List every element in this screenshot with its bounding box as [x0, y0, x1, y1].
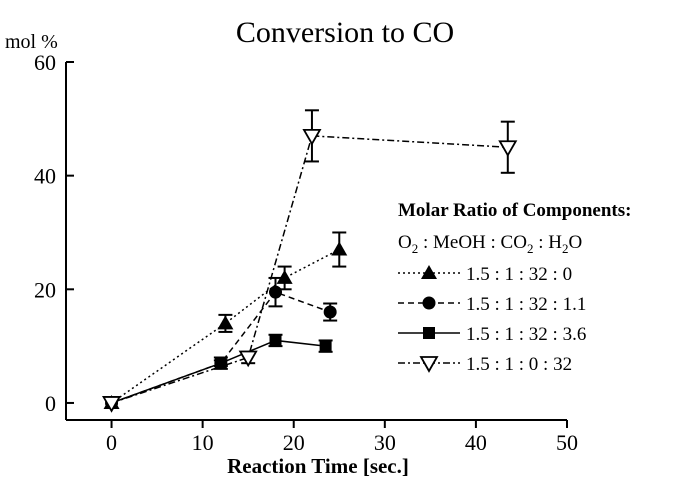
data-point [217, 315, 234, 330]
y-tick-label: 40 [34, 164, 56, 189]
series-line [111, 291, 331, 404]
x-tick-label: 50 [556, 430, 578, 455]
series-3 [105, 333, 333, 409]
legend-header-sub3: 2 [562, 241, 569, 256]
x-axis-label: Reaction Time [sec.] [227, 454, 409, 478]
legend-entry-3: 1.5 : 1 : 32 : 3.6 [398, 324, 586, 345]
x-tick-label: 30 [374, 430, 396, 455]
legend-header: O2 : MeOH : CO2 : H2O [398, 232, 582, 256]
x-tick-label: 40 [465, 430, 487, 455]
series [101, 109, 518, 413]
y-tick-label: 60 [34, 50, 56, 75]
y-tick-label: 0 [45, 391, 56, 416]
legend: Molar Ratio of Components: O2 : MeOH : C… [398, 200, 631, 375]
ticks: 0 10 20 30 40 50 0 20 40 60 [34, 50, 578, 455]
data-point [238, 350, 258, 368]
legend-marker [423, 327, 435, 339]
x-tick-label: 20 [283, 430, 305, 455]
y-tick-label: 20 [34, 277, 56, 302]
legend-label: 1.5 : 1 : 32 : 3.6 [466, 324, 586, 345]
data-point [276, 269, 293, 284]
legend-entry-2: 1.5 : 1 : 32 : 1.1 [398, 294, 586, 315]
x-tick-label: 0 [106, 430, 117, 455]
legend-header-sub1: 2 [412, 241, 419, 256]
axes [65, 62, 567, 421]
series-line [111, 135, 508, 404]
legend-header-h: : H [533, 232, 562, 253]
legend-marker [422, 296, 436, 310]
series-4 [101, 109, 518, 413]
legend-header-sub2: 2 [527, 241, 534, 256]
series-1 [103, 231, 348, 409]
legend-items: 1.5 : 1 : 32 : 0 1.5 : 1 : 32 : 1.1 1.5 : … [398, 264, 586, 375]
data-point [269, 334, 282, 347]
legend-header-o: O [398, 232, 412, 253]
series-line [111, 248, 340, 404]
legend-label: 1.5 : 1 : 32 : 1.1 [466, 294, 586, 315]
legend-label: 1.5 : 1 : 32 : 0 [466, 264, 572, 285]
data-point [101, 396, 122, 413]
legend-marker [419, 356, 439, 373]
legend-entry-1: 1.5 : 1 : 32 : 0 [398, 264, 572, 285]
data-point [214, 357, 227, 370]
legend-header-meoh-co: : MeOH : CO [418, 232, 527, 253]
series-line [111, 339, 326, 404]
legend-marker [421, 265, 437, 279]
x-tick-label: 10 [192, 430, 214, 455]
data-point [319, 340, 332, 353]
data-point [302, 128, 322, 146]
y-axis-label: mol % [5, 31, 58, 53]
chart-title: Conversion to CO [236, 16, 454, 49]
data-point [331, 241, 348, 256]
data-point [498, 140, 518, 158]
data-point [269, 285, 283, 299]
legend-label: 1.5 : 1 : 0 : 32 [466, 354, 572, 375]
data-point [323, 305, 337, 319]
legend-title: Molar Ratio of Components: [398, 200, 631, 221]
legend-header-o2: O [568, 232, 582, 253]
legend-entry-4: 1.5 : 1 : 0 : 32 [398, 354, 572, 375]
